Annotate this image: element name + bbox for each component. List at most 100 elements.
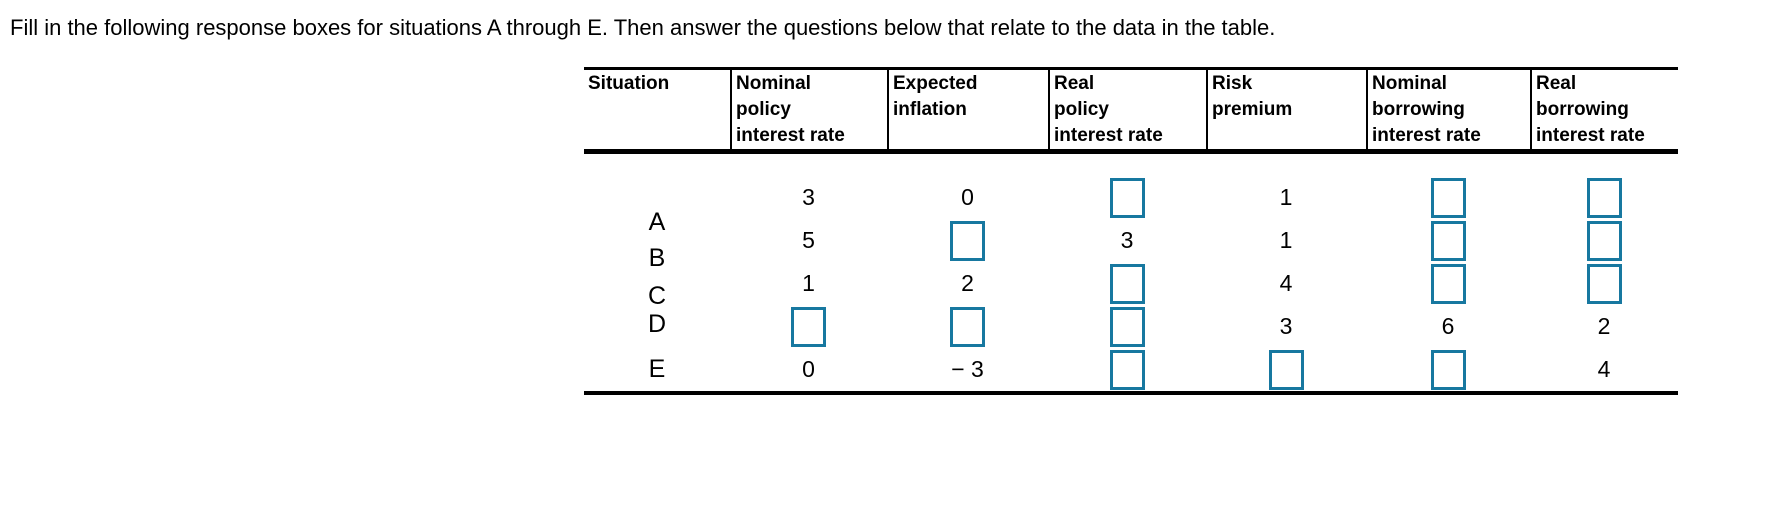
cell-value-C-expected-inflation: 2 (961, 270, 974, 296)
column-header-line: interest rate (1372, 125, 1481, 146)
table-cell: 4 (1206, 262, 1366, 305)
situation-label-E: E (648, 355, 666, 383)
response-box-B-expected-inflation[interactable] (950, 220, 985, 261)
table-header: Situation Nominal policy interest rate Expec… (584, 67, 1678, 154)
column-header-line: Situation (588, 73, 670, 94)
table-cell (887, 219, 1048, 262)
cell-value-C-risk-premium: 4 (1279, 270, 1293, 296)
table-cell (1366, 219, 1530, 262)
response-box-A-nominal-borrowing-interest-rate[interactable] (1430, 177, 1466, 218)
table-row-D: D 3 6 2 (584, 305, 1678, 348)
cell-value-B-nominal-policy-interest-rate: 5 (802, 227, 815, 253)
response-box-C-real-policy-interest-rate[interactable] (1109, 263, 1145, 304)
column-header-risk-premium: Risk premium (1206, 70, 1366, 149)
table-row-E: E 0 − 3 4 (584, 348, 1678, 391)
table-cell (1206, 348, 1366, 391)
column-header-line: Real (1536, 73, 1577, 94)
column-header-line: policy (736, 99, 791, 120)
situation-cell: D (584, 305, 730, 348)
table-row-B: B 5 3 1 (584, 219, 1678, 272)
table-cell (1048, 348, 1206, 391)
cell-value-B-risk-premium: 1 (1279, 227, 1293, 253)
column-header-line: borrowing (1372, 99, 1465, 120)
table-cell: 4 (1530, 348, 1678, 391)
table-cell (1366, 262, 1530, 305)
column-header-line: Expected (893, 73, 978, 94)
table-cell: 5 (730, 219, 887, 262)
response-box-D-nominal-policy-interest-rate[interactable] (791, 306, 826, 347)
cell-value-E-expected-inflation: − 3 (951, 356, 984, 382)
situation-cell: C (584, 262, 730, 310)
response-box-D-expected-inflation[interactable] (950, 306, 985, 347)
response-box-B-nominal-borrowing-interest-rate[interactable] (1430, 220, 1466, 261)
column-header-line: Nominal (736, 73, 811, 94)
cell-value-D-nominal-borrowing-interest-rate: 6 (1441, 313, 1455, 339)
table-cell (1048, 262, 1206, 305)
response-box-D-real-policy-interest-rate[interactable] (1109, 306, 1145, 347)
situation-cell: B (584, 219, 730, 272)
cell-value-D-risk-premium: 3 (1279, 313, 1293, 339)
table-cell (1048, 305, 1206, 348)
response-box-E-nominal-borrowing-interest-rate[interactable] (1430, 349, 1466, 390)
table-row-A: A 3 0 1 (584, 176, 1678, 236)
response-box-B-real-borrowing-interest-rate[interactable] (1586, 220, 1622, 261)
column-header-line: interest rate (1054, 125, 1163, 146)
situation-cell: E (584, 348, 730, 391)
situation-label-A: A (648, 208, 666, 236)
data-table: Situation Nominal policy interest rate Expec… (584, 67, 1678, 395)
table-cell: 6 (1366, 305, 1530, 348)
table-cell (1530, 219, 1678, 262)
response-box-C-nominal-borrowing-interest-rate[interactable] (1430, 263, 1466, 304)
table-cell: 1 (1206, 219, 1366, 262)
cell-value-A-risk-premium: 1 (1279, 184, 1293, 210)
column-header-nominal-policy-interest-rate: Nominal policy interest rate (730, 70, 887, 149)
situation-label-D: D (647, 310, 667, 338)
table-cell: 0 (730, 348, 887, 391)
table-cell (1530, 262, 1678, 305)
column-header-line: premium (1212, 99, 1293, 120)
column-header-situation: Situation (584, 70, 730, 149)
cell-value-A-nominal-policy-interest-rate: 3 (802, 184, 815, 210)
cell-value-E-nominal-policy-interest-rate: 0 (802, 356, 815, 382)
column-header-line: borrowing (1536, 99, 1629, 120)
situation-label-C: C (647, 282, 667, 310)
table-cell: − 3 (887, 348, 1048, 391)
table-cell (730, 305, 887, 348)
response-box-A-real-borrowing-interest-rate[interactable] (1586, 177, 1622, 218)
cell-value-C-nominal-policy-interest-rate: 1 (802, 270, 815, 296)
table-row-C: C 1 2 4 (584, 262, 1678, 310)
table-cell: 1 (730, 262, 887, 305)
column-header-real-policy-interest-rate: Real policy interest rate (1048, 70, 1206, 149)
column-header-line: inflation (893, 99, 967, 120)
table-cell (1048, 176, 1206, 219)
cell-value-B-real-policy-interest-rate: 3 (1120, 227, 1134, 253)
column-header-nominal-borrowing-interest-rate: Nominal borrowing interest rate (1366, 70, 1530, 149)
column-header-line: Real (1054, 73, 1095, 94)
column-header-real-borrowing-interest-rate: Real borrowing interest rate (1530, 70, 1678, 149)
table-cell: 3 (730, 176, 887, 219)
column-header-line: Risk (1212, 73, 1253, 94)
table-cell (1366, 176, 1530, 219)
table-cell: 3 (1206, 305, 1366, 348)
table-cell: 0 (887, 176, 1048, 219)
cell-value-A-expected-inflation: 0 (961, 184, 974, 210)
response-box-C-real-borrowing-interest-rate[interactable] (1586, 263, 1622, 304)
column-header-line: interest rate (1536, 125, 1645, 146)
column-header-expected-inflation: Expected inflation (887, 70, 1048, 149)
situation-label-B: B (648, 244, 666, 272)
response-box-A-real-policy-interest-rate[interactable] (1109, 177, 1145, 218)
table-cell (1366, 348, 1530, 391)
table-cell: 3 (1048, 219, 1206, 262)
table-cell (887, 305, 1048, 348)
cell-value-E-real-borrowing-interest-rate: 4 (1597, 356, 1611, 382)
table-cell: 2 (1530, 305, 1678, 348)
column-header-line: interest rate (736, 125, 845, 146)
column-header-line: policy (1054, 99, 1109, 120)
table-cell: 1 (1206, 176, 1366, 219)
response-box-E-real-policy-interest-rate[interactable] (1109, 349, 1145, 390)
column-header-line: Nominal (1372, 73, 1447, 94)
situation-cell: A (584, 176, 730, 236)
response-box-E-risk-premium[interactable] (1268, 349, 1304, 390)
table-cell: 2 (887, 262, 1048, 305)
